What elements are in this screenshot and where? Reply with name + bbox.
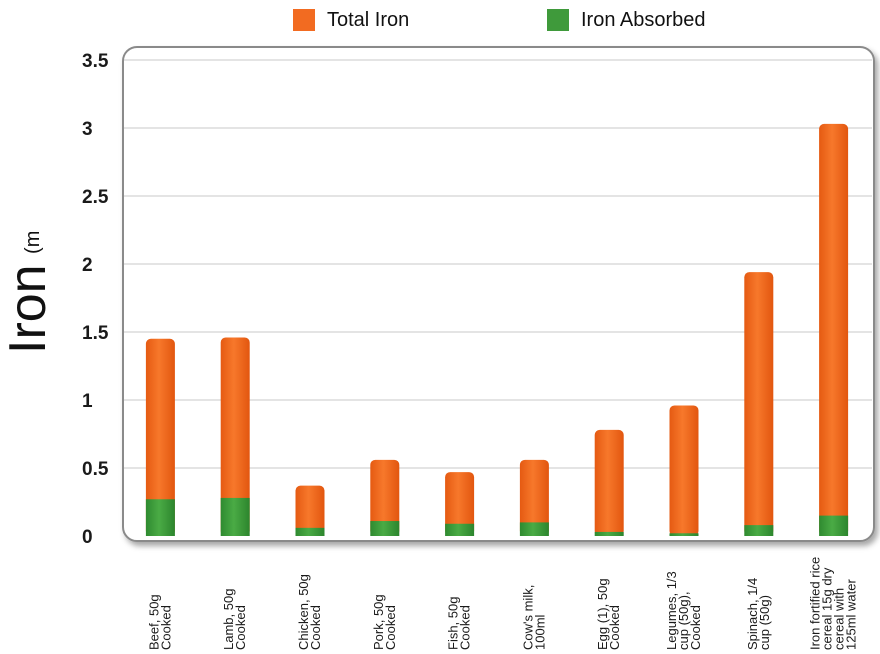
y-tick-label: 1.5 [82,323,109,344]
y-axis-title-unit: (mg) [22,232,44,254]
svg-text:Pork, 50gCooked: Pork, 50gCooked [371,594,398,650]
svg-text:Cow's milk,100ml: Cow's milk,100ml [520,585,547,650]
bar-iron-absorbed [519,522,549,536]
y-axis-title-main: Iron [0,264,57,354]
svg-text:Spinach, 1/4cup (50g): Spinach, 1/4cup (50g) [745,578,772,650]
legend-iron-absorbed: Iron Absorbed [547,7,706,33]
bar-iron-absorbed [445,523,475,536]
legend-swatch-total-iron [293,9,315,31]
bar-total-iron [519,459,549,536]
x-tick-label: Cow's milk,100ml [520,585,547,650]
legend-label-total-iron: Total Iron [327,8,410,31]
y-axis-title: Iron (mg) [0,232,57,354]
svg-text:Fish, 50gCooked: Fish, 50gCooked [446,597,473,650]
y-tick-label: 0 [82,527,93,548]
x-tick-label: Pork, 50gCooked [371,594,398,650]
y-tick-label: 2 [82,255,93,276]
y-tick-label: 3 [82,119,93,140]
bars [145,123,849,537]
x-tick-label: Beef, 50gCooked [146,594,173,650]
svg-text:Lamb, 50gCooked: Lamb, 50gCooked [221,589,248,650]
x-tick-label: Lamb, 50gCooked [221,589,248,650]
legend-label-iron-absorbed: Iron Absorbed [581,8,706,31]
bar-iron-absorbed [220,497,250,536]
bar-iron-absorbed [370,521,400,536]
bar-total-iron [370,459,400,536]
y-tick-label: 2.5 [82,187,109,208]
x-tick-label: Egg (1), 50gCooked [595,578,622,650]
bar-iron-absorbed [145,499,175,536]
y-tick-label: 3.5 [82,51,109,72]
legend-total-iron: Total Iron [293,7,409,33]
svg-text:Chicken, 50gCooked: Chicken, 50gCooked [296,574,323,650]
svg-text:Egg (1), 50gCooked: Egg (1), 50gCooked [595,578,622,650]
x-tick-label: Fish, 50gCooked [446,597,473,650]
bar-iron-absorbed [819,515,849,536]
y-tick-label: 0.5 [82,459,109,480]
svg-text:Iron fortified ricecereal 15g: Iron fortified ricecereal 15g drycereal … [808,557,859,650]
bar-total-iron [220,337,250,536]
bar-total-iron [669,405,699,536]
x-tick-label: Chicken, 50gCooked [296,574,323,650]
svg-text:Legumes, 1/3cup (50g),Cooked: Legumes, 1/3cup (50g),Cooked [664,571,703,650]
bar-iron-absorbed [594,531,624,536]
svg-text:Beef, 50gCooked: Beef, 50gCooked [146,594,173,650]
bar-iron-absorbed [295,527,325,536]
svg-text:Iron (mg): Iron (mg) [0,232,57,354]
x-tick-label: Iron fortified ricecereal 15g drycereal … [808,557,859,650]
x-tick-label: Spinach, 1/4cup (50g) [745,578,772,650]
x-tick-labels: Beef, 50gCooked Lamb, 50gCooked Chicken, 5… [146,557,858,650]
bar-total-iron [145,338,175,536]
y-tick-labels: 0 0.5 1 1.5 2 2.5 3 3.5 [82,51,109,548]
bar-total-iron [819,123,849,537]
bar-total-iron [594,429,624,536]
x-tick-label: Legumes, 1/3cup (50g),Cooked [664,571,703,650]
y-tick-label: 1 [82,391,93,412]
bar-iron-absorbed [669,533,699,536]
bar-total-iron [295,485,325,536]
legend-swatch-iron-absorbed [547,9,569,31]
bar-total-iron [445,472,475,536]
bar-iron-absorbed [744,525,774,536]
bar-total-iron [744,272,774,536]
